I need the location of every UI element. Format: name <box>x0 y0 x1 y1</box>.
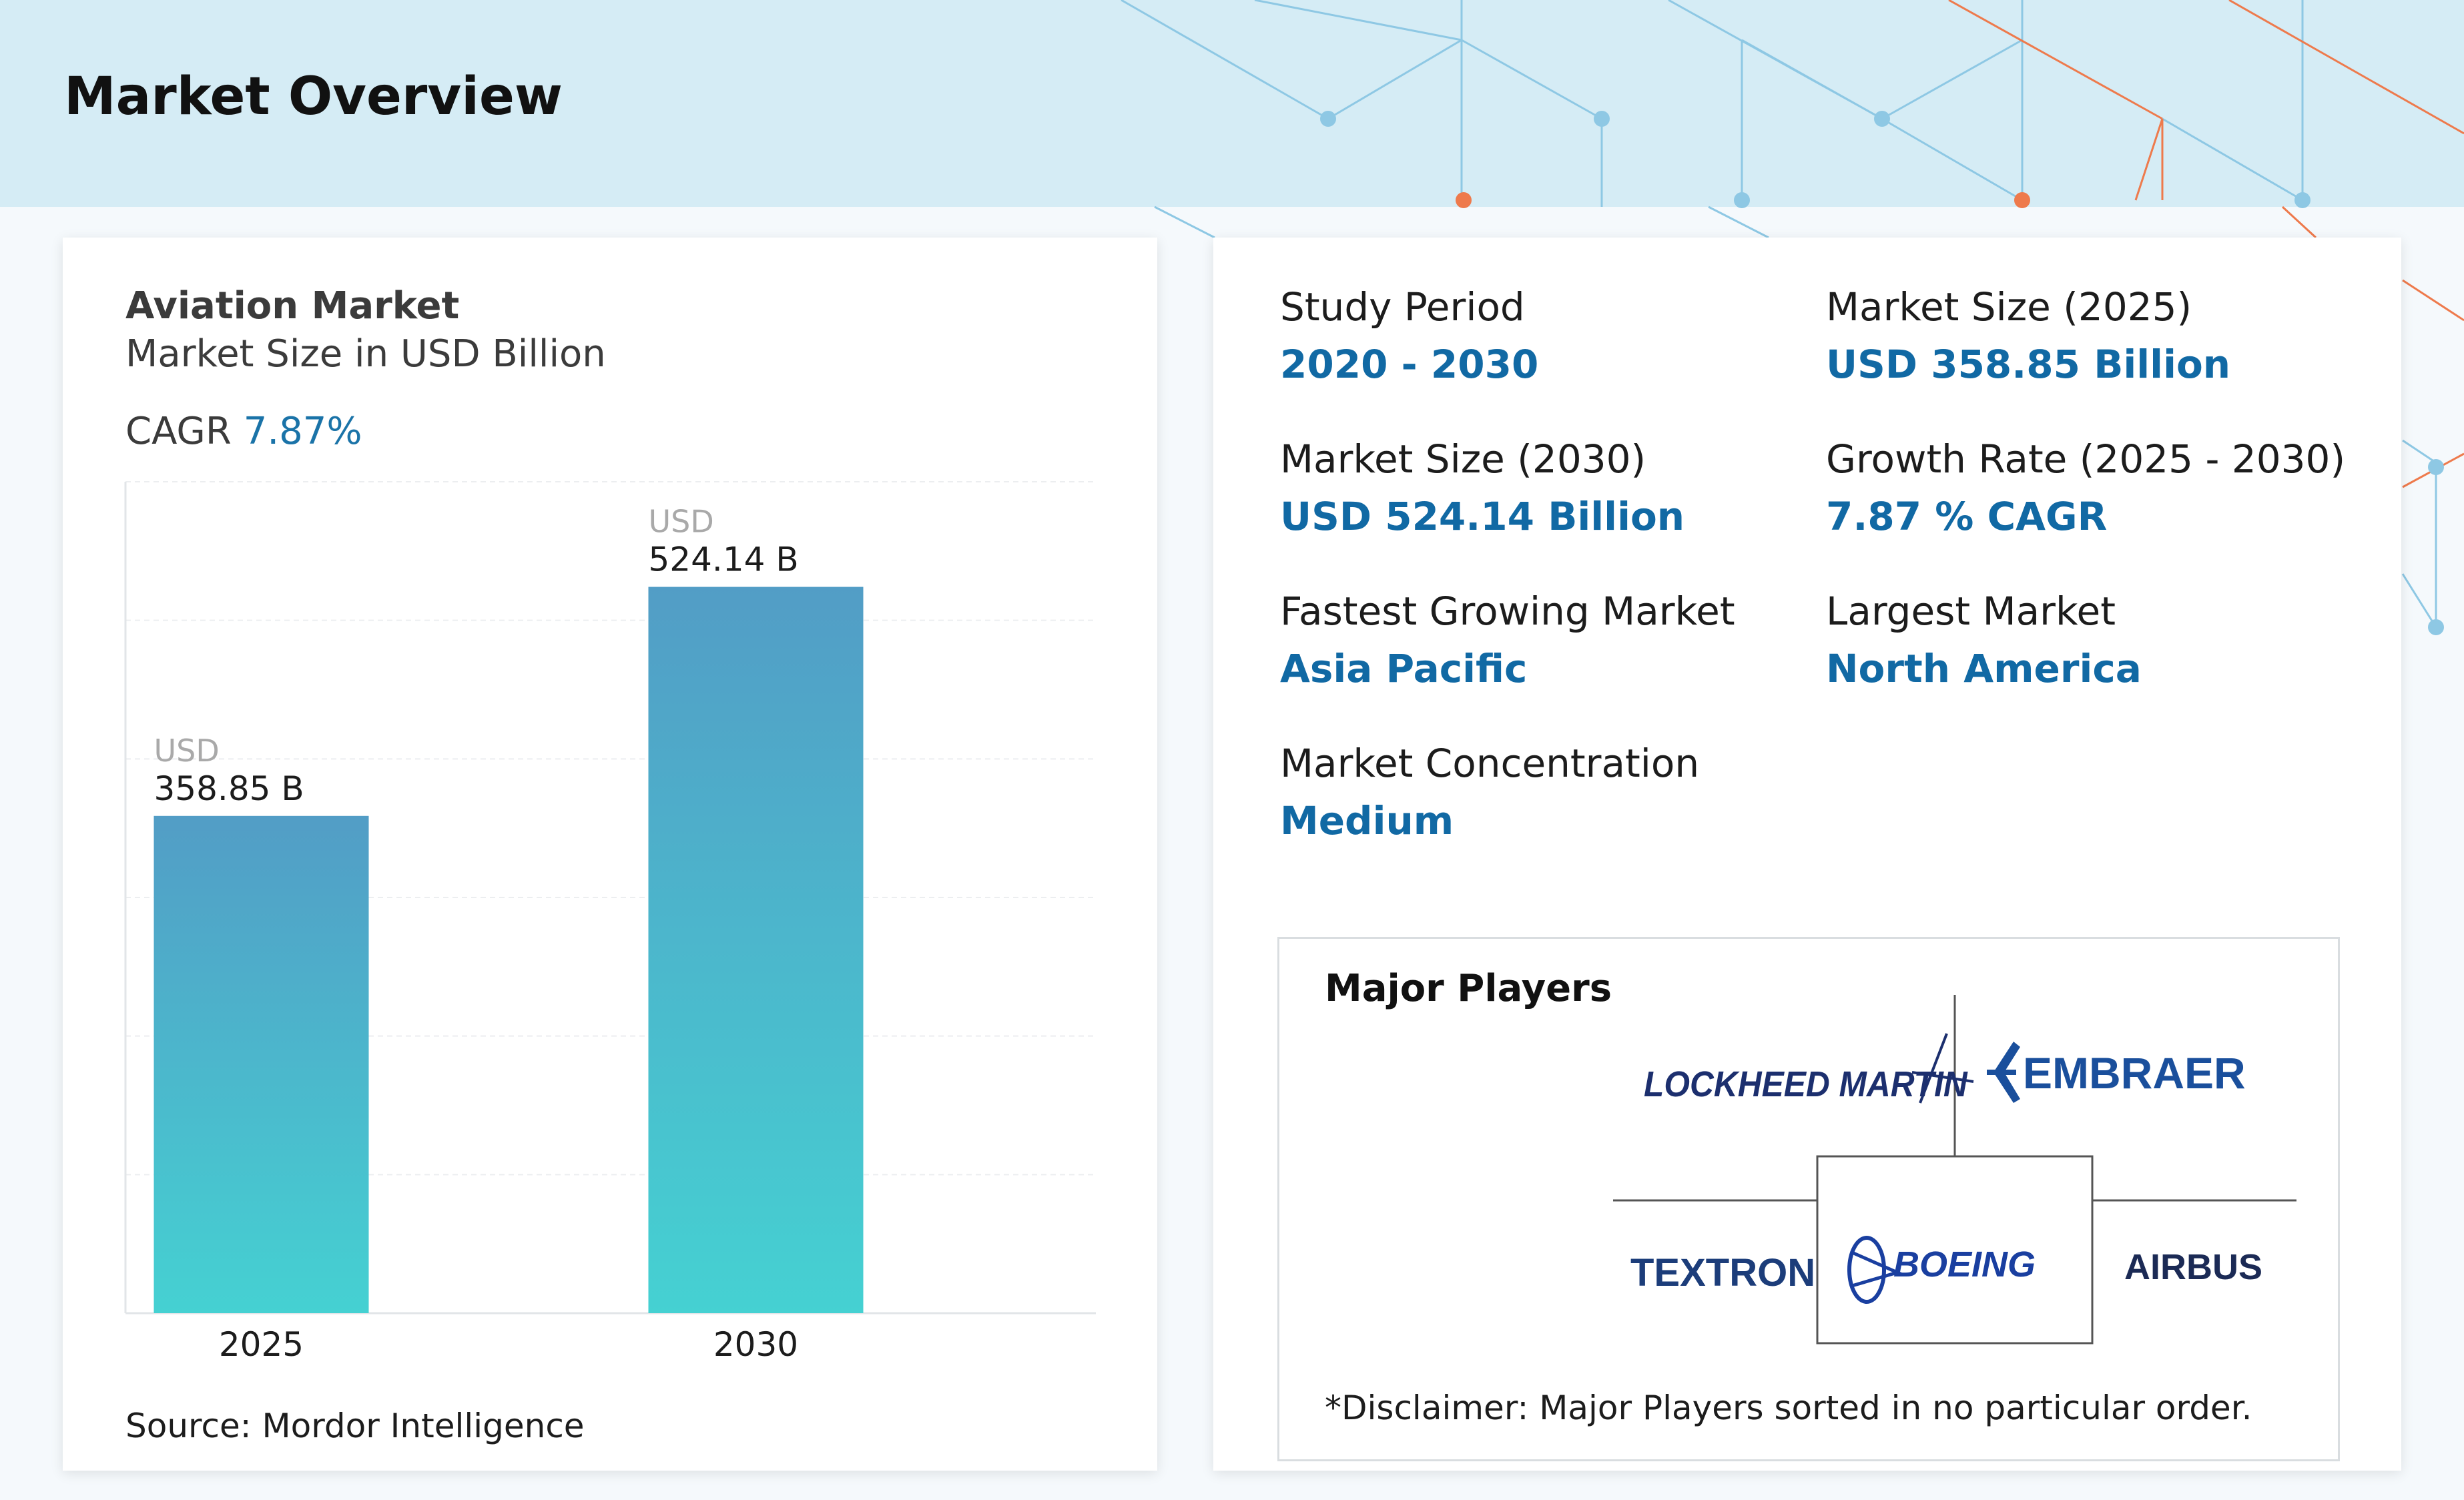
stat-market-size-2025: Market Size (2025) USD 358.85 Billion <box>1826 284 2230 387</box>
x-tick-label: 2025 <box>219 1325 304 1364</box>
chart-card: Aviation Market Market Size in USD Billi… <box>63 238 1157 1471</box>
stat-value: North America <box>1826 646 2142 691</box>
stat-value: USD 358.85 Billion <box>1826 342 2231 387</box>
stat-value: Asia Pacific <box>1280 646 1528 691</box>
cagr-label: CAGR <box>125 410 232 453</box>
stat-label: Growth Rate (2025 - 2030) <box>1826 436 2346 482</box>
cagr-value: 7.87% <box>243 410 362 453</box>
svg-text:BOEING: BOEING <box>1893 1244 2036 1284</box>
stat-value: 2020 - 2030 <box>1280 342 1539 387</box>
stat-value: 7.87 % CAGR <box>1826 494 2108 539</box>
boeing-logo: BOEING <box>1847 1236 2036 1304</box>
stat-fastest-growing: Fastest Growing Market Asia Pacific <box>1280 589 1735 691</box>
stat-market-concentration: Market Concentration Medium <box>1280 741 1699 843</box>
stat-study-period: Study Period 2020 - 2030 <box>1280 284 1538 387</box>
players-logo-grid: LOCKHEED MARTIN EMBRAER TEXTRON BOEING <box>1613 995 2296 1345</box>
stat-label: Study Period <box>1280 284 1525 330</box>
bar-value-prefix: USD <box>154 733 220 769</box>
lockheed-martin-logo: LOCKHEED MARTIN <box>1644 1033 1974 1104</box>
chart-source: Source: Mordor Intelligence <box>125 1407 585 1445</box>
major-players-box: Major Players LOCKHEED MARTIN EMBRAER <box>1277 937 2340 1461</box>
stat-largest-market: Largest Market North America <box>1826 589 2142 691</box>
stats-card: Study Period 2020 - 2030 Market Size (20… <box>1213 238 2401 1471</box>
stat-label: Fastest Growing Market <box>1280 589 1735 634</box>
svg-text:LOCKHEED MARTIN: LOCKHEED MARTIN <box>1644 1064 1968 1104</box>
embraer-logo: EMBRAER <box>1987 1042 2246 1103</box>
stat-market-size-2030: Market Size (2030) USD 524.14 Billion <box>1280 436 1684 539</box>
players-title: Major Players <box>1325 967 1612 1010</box>
bar-2030 <box>648 587 864 1314</box>
svg-text:EMBRAER: EMBRAER <box>2023 1048 2246 1098</box>
airbus-logo: AIRBUS <box>2124 1247 2262 1287</box>
x-tick-label: 2030 <box>713 1325 798 1364</box>
bar-value-prefix: USD <box>649 504 714 540</box>
players-disclaimer: *Disclaimer: Major Players sorted in no … <box>1325 1389 2252 1427</box>
bar-value-label: 358.85 B <box>154 769 304 808</box>
chart-title: Aviation Market <box>125 284 460 328</box>
stat-label: Largest Market <box>1826 589 2116 634</box>
stat-label: Market Size (2030) <box>1280 436 1646 482</box>
textron-logo: TEXTRON <box>1630 1251 1815 1294</box>
page-title: Market Overview <box>64 67 563 127</box>
stat-value: USD 524.14 Billion <box>1280 494 1685 539</box>
stat-label: Market Concentration <box>1280 741 1700 786</box>
bar-value-label: 524.14 B <box>649 540 799 579</box>
stat-growth-rate: Growth Rate (2025 - 2030) 7.87 % CAGR <box>1826 436 2345 539</box>
cagr-row: CAGR 7.87% <box>125 410 362 453</box>
bar-2025 <box>153 815 369 1313</box>
stat-label: Market Size (2025) <box>1826 284 2192 330</box>
stat-value: Medium <box>1280 798 1454 843</box>
chart-subtitle: Market Size in USD Billion <box>125 332 606 376</box>
svg-text:AIRBUS: AIRBUS <box>2124 1247 2262 1287</box>
svg-text:TEXTRON: TEXTRON <box>1630 1251 1815 1294</box>
